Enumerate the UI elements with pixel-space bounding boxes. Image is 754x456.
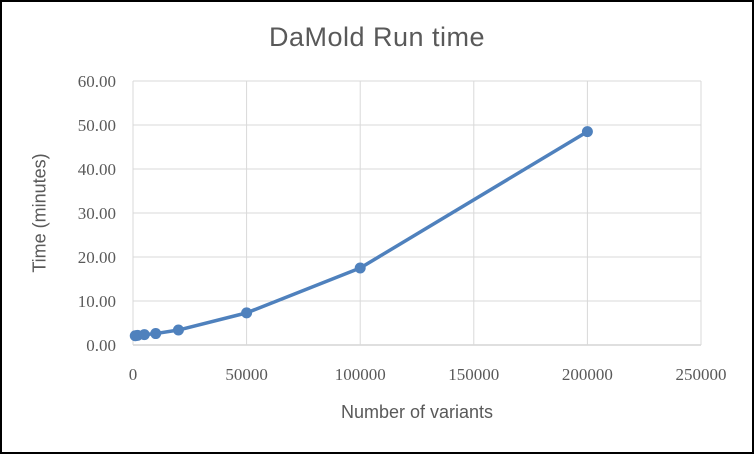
x-tick-label: 250000 xyxy=(676,365,727,384)
data-point xyxy=(138,329,150,341)
y-tick-label: 40.00 xyxy=(78,160,116,179)
x-tick-label: 200000 xyxy=(562,365,613,384)
x-tick-label: 50000 xyxy=(225,365,268,384)
x-tick-label: 0 xyxy=(129,365,138,384)
data-point xyxy=(150,328,162,340)
x-tick-label: 100000 xyxy=(335,365,386,384)
x-axis-title: Number of variants xyxy=(340,402,494,422)
y-tick-label: 50.00 xyxy=(78,116,116,135)
y-tick-label: 0.00 xyxy=(86,336,116,355)
data-point xyxy=(241,307,253,319)
y-tick-label: 30.00 xyxy=(78,204,116,223)
x-tick-label: 150000 xyxy=(448,365,499,384)
data-point xyxy=(172,324,184,336)
series-line xyxy=(133,129,590,338)
chart-title: DaMold Run time xyxy=(268,22,486,52)
data-point xyxy=(581,126,593,138)
y-tick-label: 20.00 xyxy=(78,248,116,267)
data-point xyxy=(354,262,366,274)
y-tick-label: 10.00 xyxy=(78,292,116,311)
y-tick-label: 60.00 xyxy=(78,72,116,91)
